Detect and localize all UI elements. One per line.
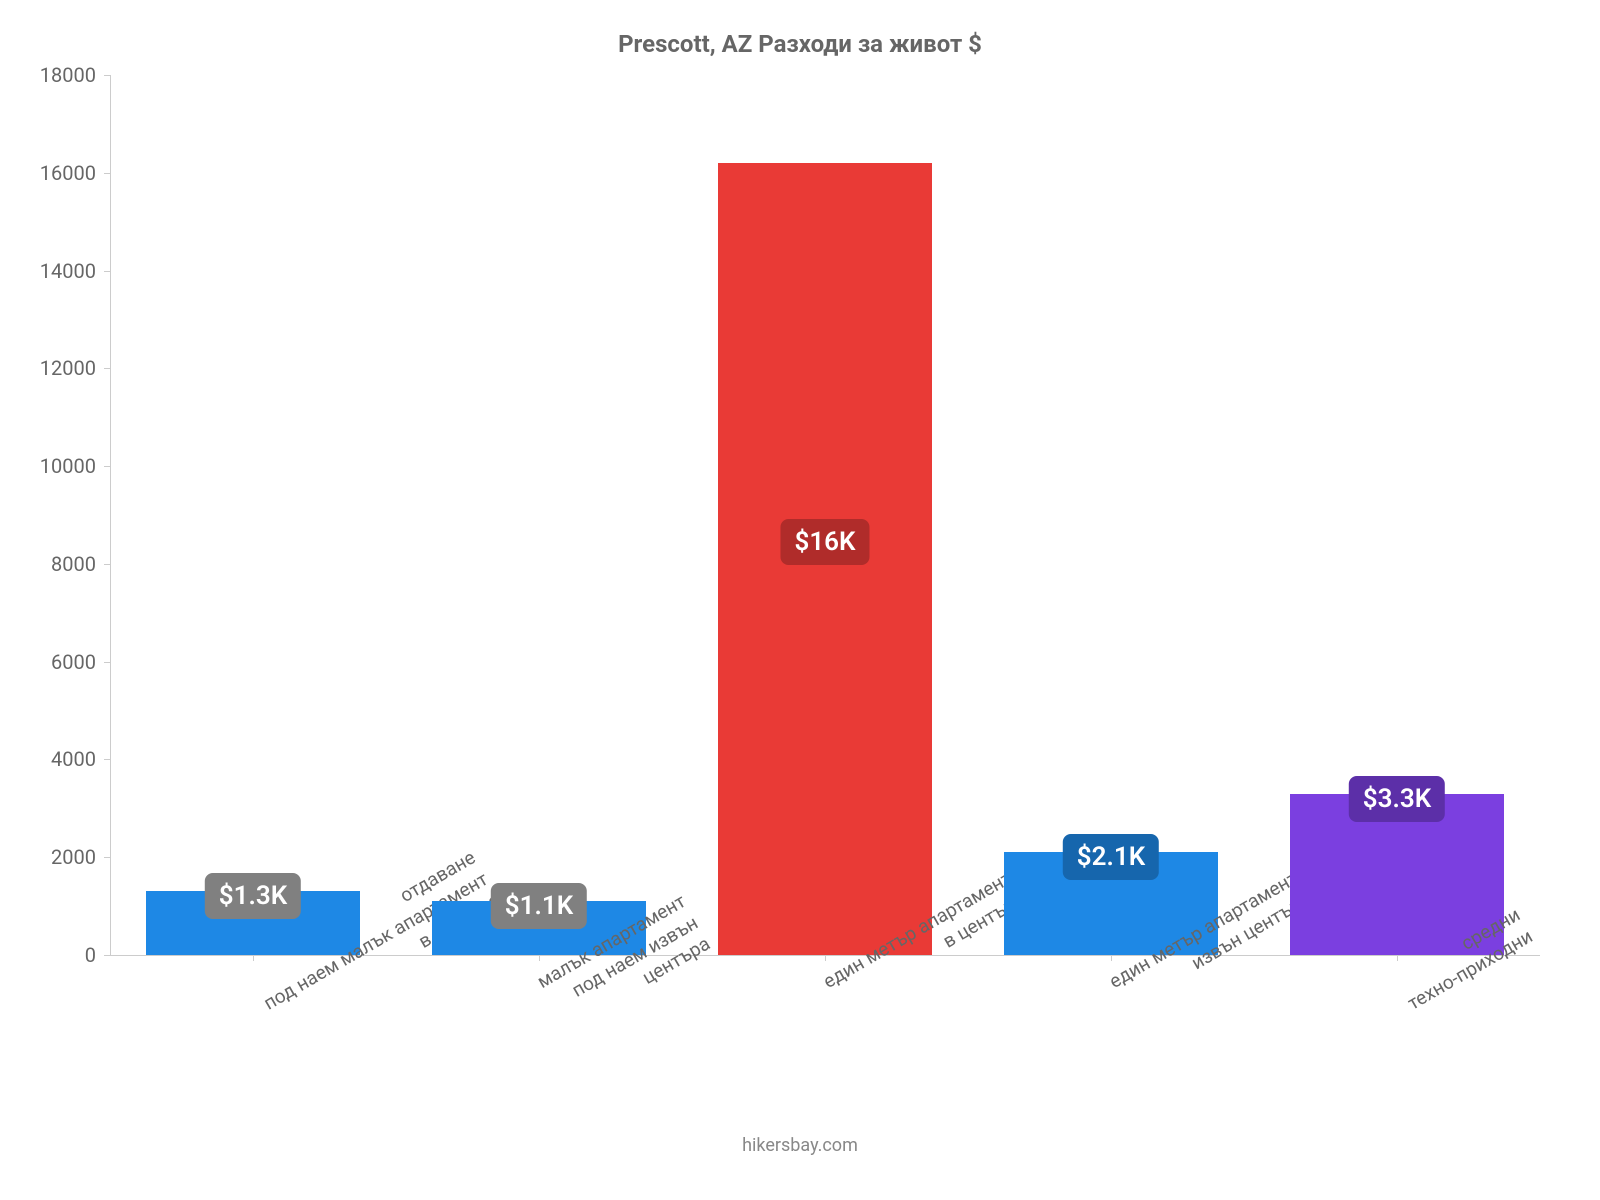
chart-title: Prescott, AZ Разходи за живот $: [0, 30, 1600, 58]
y-tick-label: 2000: [26, 845, 96, 869]
y-tick-mark: [104, 857, 110, 858]
cost-of-living-chart: Prescott, AZ Разходи за живот $ 02000400…: [0, 0, 1600, 1200]
y-tick-label: 4000: [26, 747, 96, 771]
y-tick-mark: [104, 271, 110, 272]
y-tick-label: 12000: [26, 356, 96, 380]
plot-area: 0200040006000800010000120001400016000180…: [110, 75, 1540, 955]
y-tick-mark: [104, 75, 110, 76]
y-tick-mark: [104, 173, 110, 174]
bar-value-label: $16K: [780, 519, 869, 565]
y-tick-label: 18000: [26, 63, 96, 87]
y-tick-label: 6000: [26, 650, 96, 674]
chart-footer: hikersbay.com: [0, 1135, 1600, 1156]
bar-value-label: $1.1K: [491, 883, 587, 929]
y-tick-mark: [104, 955, 110, 956]
y-tick-mark: [104, 564, 110, 565]
y-tick-label: 10000: [26, 454, 96, 478]
x-tick-mark: [825, 955, 826, 961]
y-tick-label: 0: [26, 943, 96, 967]
y-tick-mark: [104, 662, 110, 663]
x-tick-mark: [1397, 955, 1398, 961]
x-tick-mark: [1111, 955, 1112, 961]
x-tick-mark: [539, 955, 540, 961]
bar-value-label: $1.3K: [205, 873, 301, 919]
y-tick-label: 16000: [26, 161, 96, 185]
x-tick-mark: [253, 955, 254, 961]
y-tick-label: 14000: [26, 259, 96, 283]
y-tick-mark: [104, 759, 110, 760]
y-axis-line: [110, 75, 111, 955]
bar-value-label: $2.1K: [1063, 834, 1159, 880]
y-tick-mark: [104, 368, 110, 369]
y-tick-label: 8000: [26, 552, 96, 576]
bar-value-label: $3.3K: [1349, 776, 1445, 822]
y-tick-mark: [104, 466, 110, 467]
